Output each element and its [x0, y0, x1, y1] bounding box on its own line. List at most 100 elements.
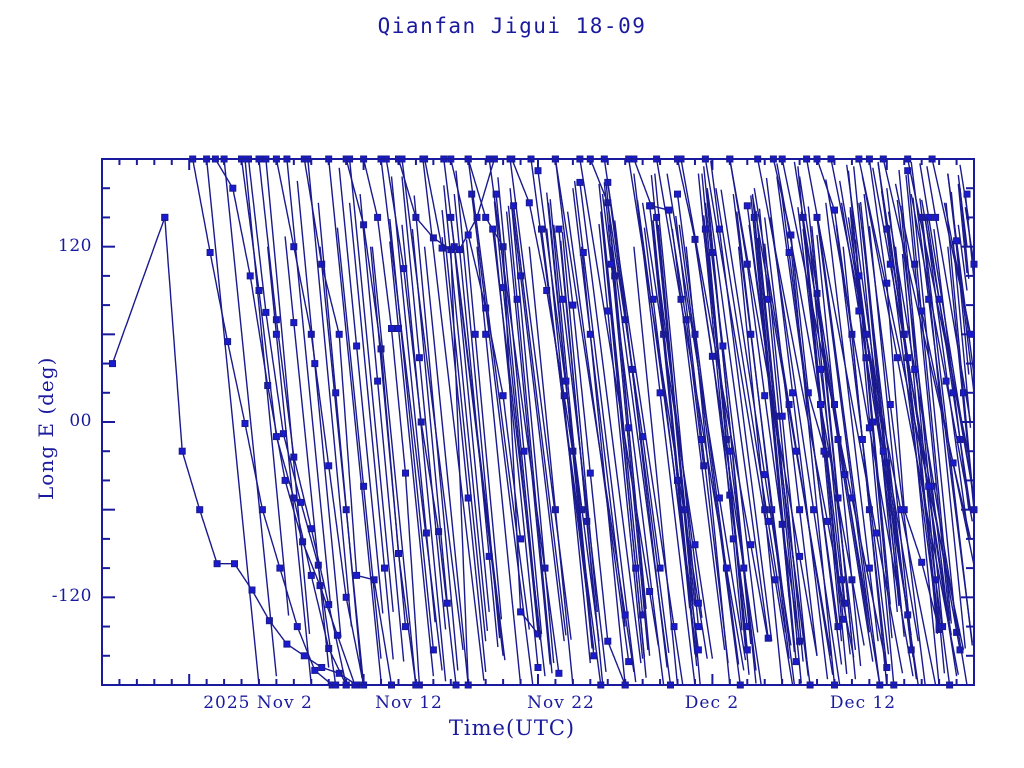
series-marker: [482, 330, 490, 338]
series-line: [401, 224, 447, 682]
series-line: [926, 217, 972, 510]
series-line: [648, 205, 703, 618]
series-marker: [792, 447, 800, 455]
series-marker: [834, 623, 842, 631]
series-marker: [665, 206, 673, 214]
series-marker: [109, 360, 116, 368]
series-marker: [918, 307, 926, 315]
series-line: [476, 246, 522, 686]
series-line: [628, 158, 708, 659]
series-line: [244, 158, 290, 616]
series-marker: [353, 571, 361, 579]
series-line: [603, 158, 684, 686]
series-line: [704, 202, 759, 633]
series-line: [528, 246, 574, 686]
series-line: [816, 217, 871, 621]
series-marker: [558, 295, 566, 303]
series-line: [753, 188, 834, 675]
series-marker: [607, 260, 615, 268]
data-series-layer: [109, 155, 978, 689]
series-line: [863, 194, 926, 686]
series-line: [579, 182, 642, 664]
series-line: [755, 210, 801, 646]
series-line: [666, 173, 747, 661]
series-marker: [297, 498, 305, 506]
series-marker: [513, 295, 521, 303]
series-marker: [785, 249, 793, 256]
series-line: [654, 173, 700, 627]
series-line: [720, 189, 792, 646]
series-marker: [213, 560, 221, 568]
series-marker: [318, 664, 326, 671]
series-marker: [471, 330, 479, 338]
series-marker: [953, 237, 961, 245]
chart-title: Qianfan Jigui 18-09: [377, 14, 647, 38]
series-marker: [817, 401, 824, 408]
x-tick-label: Dec 2: [684, 693, 740, 713]
series-line: [690, 217, 762, 686]
series-marker: [886, 260, 894, 268]
series-marker: [590, 652, 598, 660]
series-marker: [918, 558, 926, 566]
series-marker: [534, 167, 542, 175]
series-line: [465, 239, 503, 620]
data-series: [440, 155, 968, 683]
series-line: [729, 158, 818, 656]
series-line: [598, 223, 644, 659]
series-marker: [869, 418, 877, 426]
series-line: [505, 211, 551, 665]
data-series: [283, 155, 968, 684]
series-marker: [178, 447, 186, 455]
series-marker: [325, 462, 333, 470]
series-marker: [246, 272, 254, 280]
plot-frame: [101, 158, 975, 686]
series-line: [861, 176, 959, 675]
series-marker: [576, 178, 584, 186]
series-marker: [325, 601, 333, 609]
series-line: [441, 237, 487, 672]
series-line: [921, 199, 975, 499]
series-marker: [307, 525, 315, 533]
series-line: [912, 197, 958, 633]
x-axis-title: Time(UTC): [448, 716, 576, 740]
series-marker: [492, 190, 500, 198]
series-marker: [796, 506, 804, 514]
series-marker: [700, 462, 708, 470]
series-line: [896, 199, 951, 630]
series-line: [877, 161, 940, 633]
series-marker: [761, 392, 769, 400]
series-line: [715, 188, 787, 633]
x-tick-label: Nov 12: [375, 693, 443, 713]
series-marker: [489, 225, 497, 233]
series-marker: [949, 459, 957, 467]
series-marker: [883, 279, 891, 287]
series-line: [872, 167, 961, 651]
series-marker: [792, 658, 800, 666]
series-marker: [402, 469, 409, 477]
series-line: [338, 167, 384, 614]
series-marker: [265, 617, 273, 625]
series-marker: [325, 645, 333, 652]
series-line: [359, 194, 405, 662]
series-line: [380, 158, 443, 671]
series-line: [858, 158, 965, 651]
series-marker: [960, 389, 967, 397]
series-line: [706, 188, 769, 639]
series-line: [223, 158, 278, 677]
series-marker: [377, 345, 385, 353]
series-line: [800, 211, 881, 686]
data-series: [161, 213, 361, 689]
series-line: [317, 202, 363, 678]
series-line: [348, 202, 394, 660]
series-line: [779, 183, 843, 665]
y-tick-label: 120: [58, 235, 92, 256]
series-marker: [963, 190, 971, 198]
series-line: [492, 229, 546, 677]
series-marker: [604, 307, 612, 315]
series-marker: [206, 249, 214, 256]
series-marker: [438, 244, 446, 252]
series-line: [422, 158, 485, 681]
series-line: [192, 158, 333, 686]
series-marker: [499, 243, 507, 251]
